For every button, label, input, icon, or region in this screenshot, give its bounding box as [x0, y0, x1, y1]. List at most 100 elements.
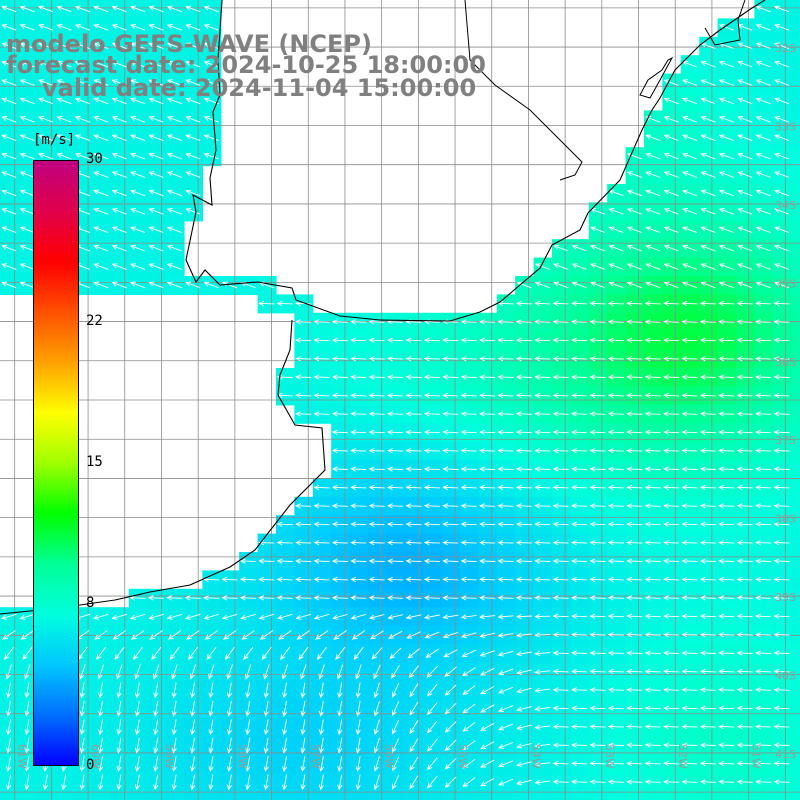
- wind-arrow: [663, 503, 680, 509]
- wind-arrow: [425, 648, 439, 658]
- wind-arrow: [369, 614, 385, 620]
- wind-arrow: [111, 244, 127, 252]
- wind-arrow: [350, 356, 367, 362]
- wind-arrow: [185, 60, 201, 68]
- wind-arrow: [355, 719, 361, 736]
- wind-arrow: [699, 705, 716, 711]
- wind-arrow: [755, 5, 771, 13]
- wind-arrow: [190, 737, 196, 754]
- wind-arrow: [774, 171, 790, 178]
- wind-arrow: [24, 737, 30, 754]
- wind-arrow: [498, 705, 514, 712]
- wind-arrow: [111, 208, 127, 215]
- wind-cell: [496, 791, 516, 800]
- wind-arrow: [736, 503, 753, 509]
- wind-arrow: [755, 60, 771, 68]
- wind-arrow: [571, 742, 588, 748]
- wind-arrow: [718, 208, 734, 215]
- wind-arrow: [516, 687, 532, 694]
- wind-arrow: [736, 558, 753, 564]
- wind-arrow: [19, 189, 35, 197]
- wind-cell: [0, 791, 19, 800]
- wind-arrow: [682, 281, 698, 289]
- wind-arrow: [699, 300, 716, 307]
- wind-arrow: [552, 595, 569, 601]
- wind-arrow: [497, 614, 514, 620]
- wind-arrow: [755, 79, 771, 86]
- wind-arrow: [442, 576, 459, 583]
- wind-arrow: [515, 595, 532, 601]
- wind-arrow: [515, 448, 532, 454]
- wind-arrow: [38, 152, 54, 160]
- wind-arrow: [681, 576, 698, 583]
- wind-arrow: [626, 632, 643, 638]
- wind-arrow: [111, 613, 127, 620]
- wind-arrow: [460, 576, 477, 583]
- wind-arrow: [350, 595, 367, 601]
- wind-arrow: [718, 779, 735, 785]
- wind-arrow: [515, 614, 532, 620]
- wind-arrow: [203, 24, 219, 31]
- wind-arrow: [38, 79, 54, 86]
- wind-cell: [202, 791, 222, 800]
- wind-arrow: [153, 682, 159, 699]
- wind-arrow: [644, 576, 661, 583]
- wind-arrow: [755, 503, 772, 509]
- wind-arrow: [718, 558, 735, 564]
- wind-arrow: [387, 614, 404, 620]
- wind-arrow: [295, 374, 312, 380]
- wind-arrow: [755, 484, 772, 491]
- wind-arrow: [755, 595, 772, 601]
- wind-arrow: [318, 774, 324, 791]
- wind-arrow: [644, 687, 661, 693]
- wind-arrow: [355, 756, 361, 773]
- wind-arrow: [479, 484, 496, 491]
- wind-arrow: [387, 337, 404, 343]
- wind-arrow: [93, 116, 109, 123]
- wind-arrow: [515, 466, 532, 472]
- wind-arrow: [460, 448, 477, 454]
- wind-arrow: [774, 152, 790, 160]
- wind-cell: [791, 699, 800, 719]
- wind-arrow: [737, 42, 753, 50]
- wind-arrow: [681, 705, 698, 711]
- wind-arrow: [462, 703, 476, 714]
- wind-arrow: [755, 521, 772, 527]
- wind-arrow: [755, 374, 772, 380]
- wind-arrow: [331, 466, 348, 472]
- wind-arrow: [773, 300, 790, 307]
- wind-arrow: [480, 778, 495, 787]
- wind-arrow: [755, 558, 772, 564]
- wind-arrow: [497, 632, 514, 638]
- wind-arrow: [331, 540, 348, 546]
- wind-arrow: [644, 779, 661, 785]
- latitude-label: 41S: [775, 748, 796, 761]
- wind-arrow: [755, 208, 771, 215]
- wind-arrow: [190, 700, 196, 717]
- wind-arrow: [663, 116, 679, 123]
- wind-arrow: [479, 632, 495, 639]
- wind-arrow: [645, 281, 661, 289]
- wind-arrow: [462, 740, 476, 751]
- wind-arrow: [663, 724, 680, 730]
- wind-arrow: [442, 337, 459, 343]
- wind-arrow: [552, 779, 569, 785]
- wind-arrow: [1, 79, 17, 86]
- wind-arrow: [736, 779, 753, 785]
- wind-arrow: [682, 97, 698, 105]
- wind-arrow: [276, 595, 293, 601]
- wind-arrow: [773, 521, 790, 527]
- wind-arrow: [589, 705, 606, 711]
- wind-arrow: [295, 613, 311, 620]
- wind-arrow: [245, 774, 251, 791]
- wind-arrow: [387, 484, 404, 491]
- wind-cell: [791, 257, 800, 277]
- wind-arrow: [626, 466, 643, 472]
- wind-arrow: [607, 595, 624, 601]
- wind-arrow: [497, 429, 514, 435]
- wind-arrow: [460, 411, 477, 417]
- wind-arrow: [755, 650, 772, 656]
- wind-arrow: [98, 737, 104, 754]
- wind-arrow: [607, 613, 624, 619]
- wind-arrow: [607, 705, 624, 711]
